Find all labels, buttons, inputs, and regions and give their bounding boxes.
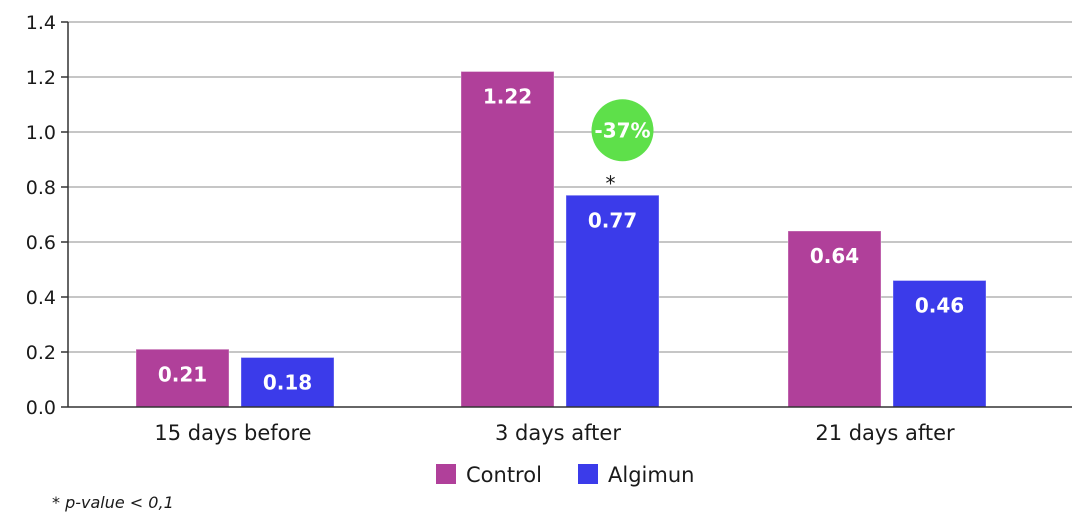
significance-marker: * — [606, 171, 616, 195]
bar-value-label: 0.77 — [588, 208, 637, 232]
bar-value-label: 0.18 — [263, 371, 312, 395]
y-tick-label: 1.0 — [26, 122, 56, 144]
x-category-label: 15 days before — [154, 421, 311, 445]
bar-labels: 0.21 0.18 1.22 0.77 0.64 0.46 — [158, 85, 964, 395]
bar-control-15-days-before — [135, 348, 230, 408]
bar-value-label: 0.46 — [915, 294, 964, 318]
footnote: * p-value < 0,1 — [52, 493, 174, 512]
bar-value-label: 1.22 — [483, 85, 532, 109]
reduction-badge — [591, 99, 654, 162]
bar-value-label: 0.64 — [810, 244, 859, 268]
x-category-label: 21 days after — [815, 421, 955, 445]
y-tick-label: 0.0 — [26, 397, 56, 419]
y-tick-label: 0.8 — [26, 177, 56, 199]
y-axis-ticks: 0.0 0.2 0.4 0.6 0.8 1.0 1.2 1.4 — [26, 12, 68, 419]
bar-value-label: 0.21 — [158, 362, 207, 386]
bars — [135, 71, 987, 408]
legend-swatch-algimun — [578, 464, 598, 484]
bar-control-21-days-after — [787, 230, 882, 408]
legend-swatch-control — [436, 464, 456, 484]
bar-control-3-days-after — [460, 71, 555, 408]
y-tick-label: 1.2 — [26, 67, 56, 89]
bar-algimun-15-days-before — [240, 357, 335, 408]
x-axis-category-labels: 15 days before 3 days after 21 days after — [154, 421, 955, 445]
y-tick-label: 0.6 — [26, 232, 56, 254]
reduction-badge-label: -37% — [594, 118, 650, 142]
legend: Control Algimun — [436, 463, 694, 487]
annotations: -37% * — [591, 99, 654, 195]
bar-algimun-3-days-after — [565, 194, 660, 408]
y-tick-label: 0.4 — [26, 287, 56, 309]
legend-label-control: Control — [466, 463, 542, 487]
legend-label-algimun: Algimun — [608, 463, 694, 487]
x-category-label: 3 days after — [495, 421, 621, 445]
y-tick-label: 0.2 — [26, 342, 56, 364]
y-tick-label: 1.4 — [26, 12, 56, 34]
